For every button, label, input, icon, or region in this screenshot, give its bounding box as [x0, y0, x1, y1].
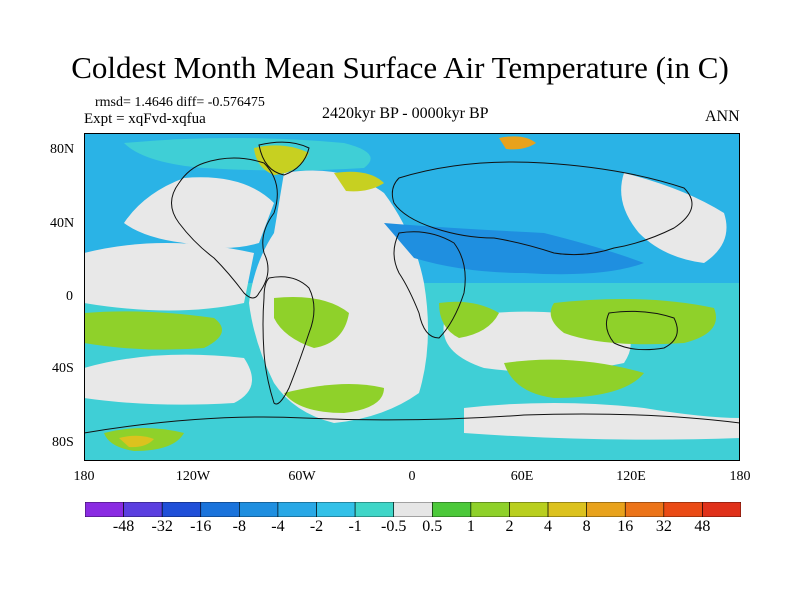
- lat-label-0: 0: [66, 289, 73, 304]
- colorbar-swatch: [509, 502, 549, 517]
- experiment-text: Expt = xqFvd-xqfua: [84, 111, 206, 127]
- colorbar-label: 4: [544, 518, 553, 535]
- south-pacific-neutral: [84, 354, 252, 405]
- period-text: 2420kyr BP - 0000kyr BP: [322, 105, 489, 122]
- colorbar-swatch: [316, 502, 356, 517]
- colorbar-swatch: [393, 502, 433, 517]
- colorbar-swatch: [123, 502, 163, 517]
- colorbar: [85, 502, 741, 517]
- west-pacific-neutral: [621, 173, 727, 263]
- colorbar-swatch: [470, 502, 510, 517]
- colorbar-label: -1: [348, 518, 362, 535]
- colorbar-label: 32: [655, 518, 672, 535]
- pacific-warm-patch: [84, 311, 222, 350]
- colorbar-swatch: [586, 502, 626, 517]
- tropical-pacific-neutral: [84, 243, 254, 311]
- antarctica-coastline: [84, 413, 740, 434]
- atlantic-neutral-region: [249, 170, 428, 423]
- season-text: ANN: [705, 108, 740, 125]
- africa-coastline: [393, 231, 466, 339]
- colorbar-swatch: [277, 502, 317, 517]
- lon-label-60e: 60E: [510, 469, 534, 484]
- arctic-strong-warm-patch: [499, 136, 536, 150]
- stats-text: rmsd= 1.4646 diff= -0.576475: [95, 95, 265, 110]
- colorbar-label: 2: [505, 518, 514, 535]
- colorbar-label: -16: [190, 518, 212, 535]
- colorbar-label: 16: [617, 518, 634, 535]
- south-atlantic-warm-patch: [284, 384, 384, 413]
- lat-label-40s: 40S: [52, 361, 74, 376]
- colorbar-swatch: [239, 502, 279, 517]
- southern-ocean-neutral: [464, 403, 740, 440]
- colorbar-label: -4: [271, 518, 285, 535]
- colorbar-swatch: [547, 502, 587, 517]
- arctic-cool-patch: [124, 138, 371, 171]
- colorbar-label: -2: [309, 518, 324, 535]
- colorbar-swatch: [200, 502, 240, 517]
- colorbar-label: -48: [112, 518, 135, 535]
- colorbar-label: -0.5: [381, 518, 407, 535]
- north-pacific-neutral: [124, 177, 274, 248]
- map-title: Coldest Month Mean Surface Air Temperatu…: [71, 50, 729, 85]
- lon-label-120w: 120W: [175, 469, 211, 484]
- south-america-warm-patch: [274, 297, 349, 348]
- lon-label-180w: 180: [73, 469, 95, 484]
- colorbar-swatch: [85, 502, 124, 517]
- north-america-coastline: [171, 157, 278, 299]
- eurasia-cool-patch: [384, 223, 644, 275]
- lon-label-120e: 120E: [616, 469, 646, 484]
- colorbar-label: 8: [582, 518, 591, 535]
- south-america-coastline: [262, 276, 315, 405]
- south-indian-warm-patch: [504, 359, 644, 398]
- lat-label-80n: 80N: [50, 142, 75, 157]
- lon-label-180e: 180: [729, 469, 751, 484]
- colorbar-label: 0.5: [422, 518, 443, 535]
- lon-label-0: 0: [408, 469, 416, 484]
- north-atlantic-warm-patch: [334, 171, 384, 192]
- colorbar-label: 48: [694, 518, 711, 535]
- colorbar-label: -8: [232, 518, 247, 535]
- colorbar-swatch: [354, 502, 395, 517]
- colorbar-swatch: [663, 502, 703, 517]
- colorbar-swatch: [624, 502, 665, 517]
- southern-africa-warm-patch: [439, 301, 499, 338]
- australia-coastline: [605, 310, 678, 351]
- colorbar-swatch: [431, 502, 472, 517]
- map-frame: [84, 133, 740, 461]
- colorbar-swatch: [161, 502, 202, 517]
- temperature-anomaly-map: [84, 133, 740, 461]
- colorbar-label: 1: [466, 518, 475, 535]
- colorbar-swatch: [702, 502, 741, 517]
- antarctic-strong-warm-patch: [119, 435, 154, 448]
- australia-warm-patch: [550, 299, 716, 345]
- lat-label-40n: 40N: [50, 216, 75, 231]
- lon-label-60w: 60W: [288, 469, 316, 484]
- eurasia-coastline: [391, 161, 693, 256]
- colorbar-label: -32: [151, 518, 173, 535]
- greenland-coastline: [258, 141, 310, 176]
- lat-label-80s: 80S: [52, 435, 74, 450]
